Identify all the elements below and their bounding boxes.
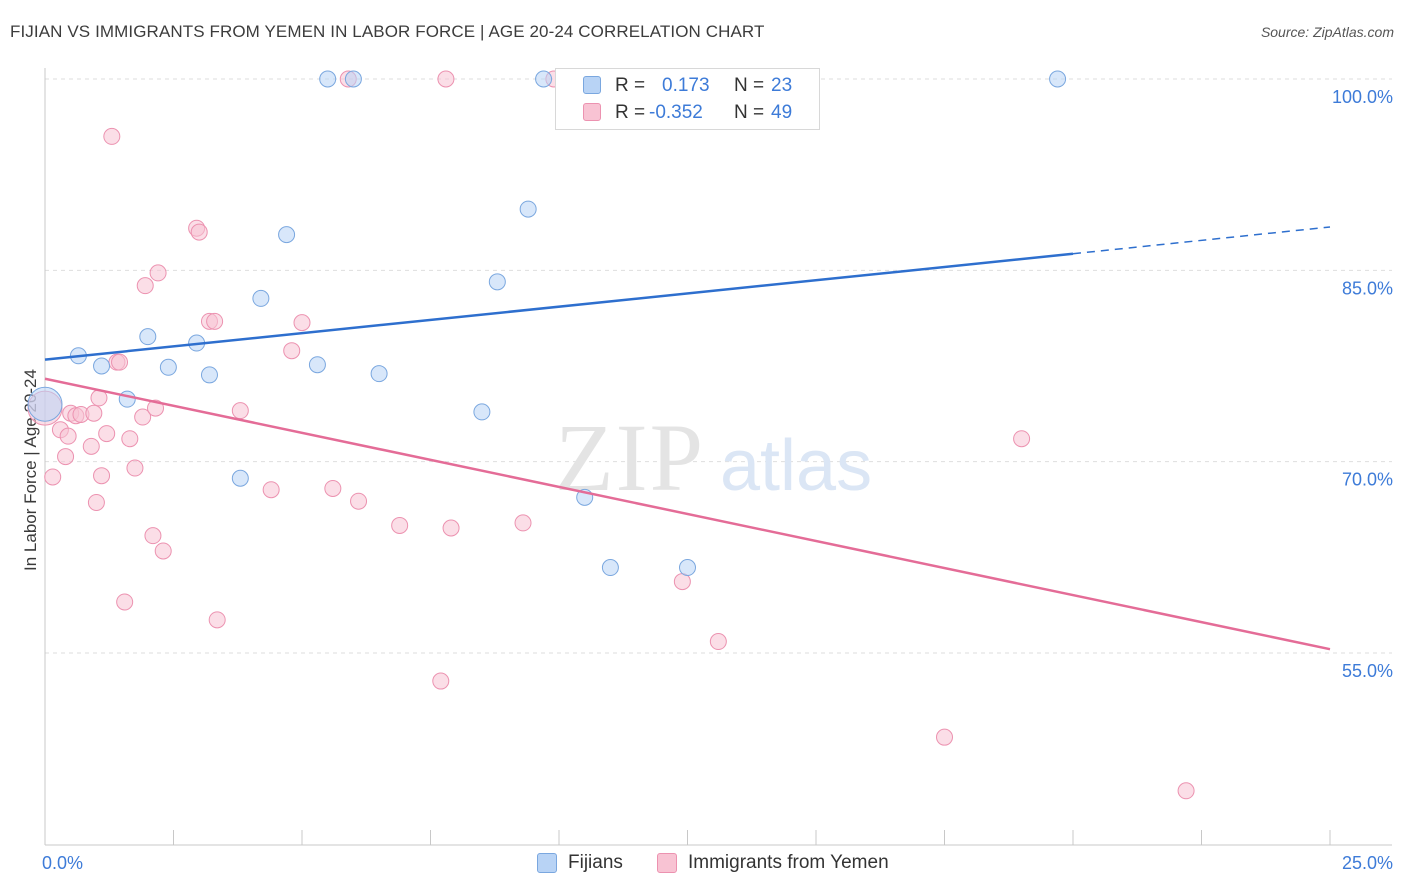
yemen-point	[85, 404, 103, 422]
yemen-point	[87, 493, 105, 511]
fijian-point	[679, 559, 696, 577]
fijian-point	[370, 365, 388, 383]
yemen-point	[231, 402, 249, 420]
legend-row-yemen: R = -0.352 N = 49	[556, 100, 819, 126]
yemen-point	[59, 427, 77, 445]
yemen-point	[98, 425, 116, 443]
tick-labels: 55.0% 70.0% 85.0% 100.0% 0.0% 25.0%	[42, 87, 1393, 873]
yemen-point	[190, 223, 208, 241]
legend-row-fijians: R = 0.173 N = 23	[556, 73, 819, 99]
fijian-point	[473, 403, 491, 421]
r-label: R =	[615, 102, 646, 123]
yemen-point	[350, 492, 368, 510]
yemen-point	[154, 542, 172, 560]
yemen-point	[1177, 782, 1195, 800]
yemen-point	[437, 70, 455, 88]
fijian-point	[27, 386, 63, 422]
yemen-point	[1013, 430, 1031, 448]
yemen-point	[44, 468, 62, 486]
source-label: Source: ZipAtlas.com	[1260, 24, 1394, 40]
yemen-points	[27, 70, 1195, 800]
fijian-point	[319, 70, 337, 88]
fijian-point	[118, 390, 136, 408]
fijian-point	[535, 70, 553, 88]
fijians-swatch	[583, 76, 601, 94]
yemen-point	[111, 353, 129, 371]
x-tick-label-min: 0.0%	[42, 853, 83, 873]
y-tick-label: 70.0%	[1342, 470, 1393, 490]
yemen-point	[134, 408, 152, 426]
fijians-legend-label: Fijians	[568, 852, 623, 873]
fijian-point	[488, 273, 506, 291]
yemen-point	[324, 479, 342, 497]
watermark-atlas: atlas	[720, 426, 872, 506]
fijian-point	[308, 356, 326, 374]
yemen-point	[391, 516, 409, 534]
yemen-point	[936, 728, 953, 746]
n-value-yemen: 49	[771, 102, 793, 123]
watermark: ZIP atlas	[555, 404, 872, 511]
fijian-point	[200, 366, 218, 384]
grid-lines	[45, 78, 1392, 654]
r-label: R =	[615, 75, 646, 96]
yemen-point	[126, 459, 144, 477]
chart-title: FIJIAN VS IMMIGRANTS FROM YEMEN IN LABOR…	[10, 22, 765, 41]
yemen-point	[208, 611, 226, 629]
yemen-point	[57, 448, 75, 466]
fijian-point	[139, 328, 157, 346]
fijian-point	[231, 469, 249, 487]
yemen-point	[283, 342, 301, 360]
yemen-point	[103, 127, 121, 145]
yemen-point	[709, 633, 727, 651]
fijians-legend-swatch	[537, 853, 557, 873]
yemen-point	[206, 312, 224, 330]
r-value-yemen: -0.352	[649, 102, 703, 123]
r-value-fijians: 0.173	[662, 75, 710, 96]
yemen-point	[93, 467, 111, 485]
yemen-swatch	[583, 103, 601, 121]
yemen-point	[121, 430, 139, 448]
fijian-points	[27, 70, 1067, 577]
fijians-trend-extension	[1072, 226, 1331, 255]
fijian-point	[1049, 70, 1067, 88]
fijian-point	[252, 289, 270, 307]
yemen-point	[136, 277, 154, 295]
yemen-point	[149, 264, 167, 282]
yemen-trend-line	[44, 377, 1331, 651]
axes	[44, 68, 1392, 846]
fijian-point	[519, 200, 537, 218]
correlation-legend: R = 0.173 N = 23 R = -0.352 N = 49	[555, 68, 820, 130]
fijian-point	[93, 357, 111, 375]
x-tick-label-max: 25.0%	[1342, 853, 1393, 873]
trend-lines	[44, 226, 1331, 651]
yemen-point	[144, 527, 162, 545]
fijian-point	[601, 559, 619, 577]
yemen-point	[82, 437, 100, 455]
fijian-point	[278, 226, 296, 244]
fijian-point	[159, 358, 177, 376]
fijian-point	[344, 70, 362, 88]
yemen-point	[442, 519, 460, 537]
y-tick-label: 55.0%	[1342, 661, 1393, 681]
n-value-fijians: 23	[771, 75, 793, 96]
yemen-point	[514, 514, 532, 532]
yemen-point	[262, 481, 280, 499]
yemen-legend-swatch	[657, 853, 677, 873]
yemen-point	[116, 593, 134, 611]
y-tick-label: 100.0%	[1332, 87, 1393, 107]
n-label: N =	[734, 102, 765, 123]
yemen-point	[432, 672, 450, 690]
yemen-point	[293, 314, 311, 332]
fijians-trend-line	[44, 252, 1074, 361]
n-label: N =	[734, 75, 765, 96]
y-tick-label: 85.0%	[1342, 278, 1393, 298]
yemen-legend-label: Immigrants from Yemen	[688, 852, 889, 873]
